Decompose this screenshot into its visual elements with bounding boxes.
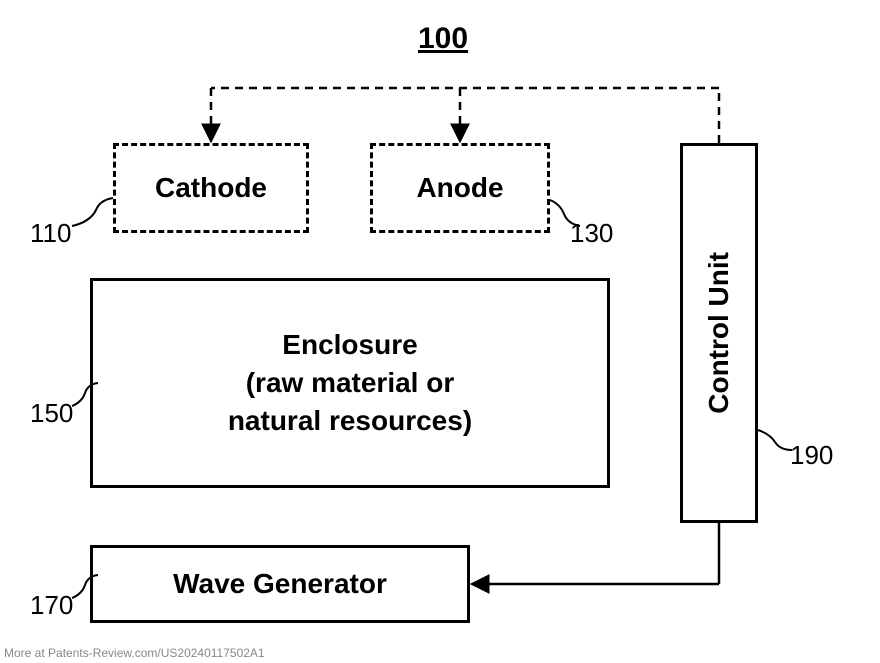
ref-170: 170 — [30, 590, 73, 621]
diagram-title: 100 — [418, 22, 468, 56]
node-wavegen-label: Wave Generator — [173, 568, 387, 600]
node-enclosure: Enclosure (raw material or natural resou… — [90, 278, 610, 488]
watermark: More at Patents-Review.com/US20240117502… — [4, 646, 265, 660]
node-anode: Anode — [370, 143, 550, 233]
lead-190 — [758, 430, 792, 450]
ref-130: 130 — [570, 218, 613, 249]
ref-110: 110 — [30, 218, 71, 249]
lead-110 — [72, 198, 113, 226]
node-cathode-label: Cathode — [155, 172, 267, 204]
node-enclosure-label-line3: natural resources) — [228, 402, 472, 440]
node-cathode: Cathode — [113, 143, 309, 233]
ref-150: 150 — [30, 398, 73, 429]
node-anode-label: Anode — [416, 172, 503, 204]
node-control: Control Unit — [680, 143, 758, 523]
node-enclosure-label-line1: Enclosure — [228, 326, 472, 364]
node-enclosure-label: Enclosure (raw material or natural resou… — [228, 326, 472, 439]
ref-190: 190 — [790, 440, 833, 471]
node-wavegen: Wave Generator — [90, 545, 470, 623]
node-control-label: Control Unit — [703, 252, 735, 414]
node-enclosure-label-line2: (raw material or — [228, 364, 472, 402]
